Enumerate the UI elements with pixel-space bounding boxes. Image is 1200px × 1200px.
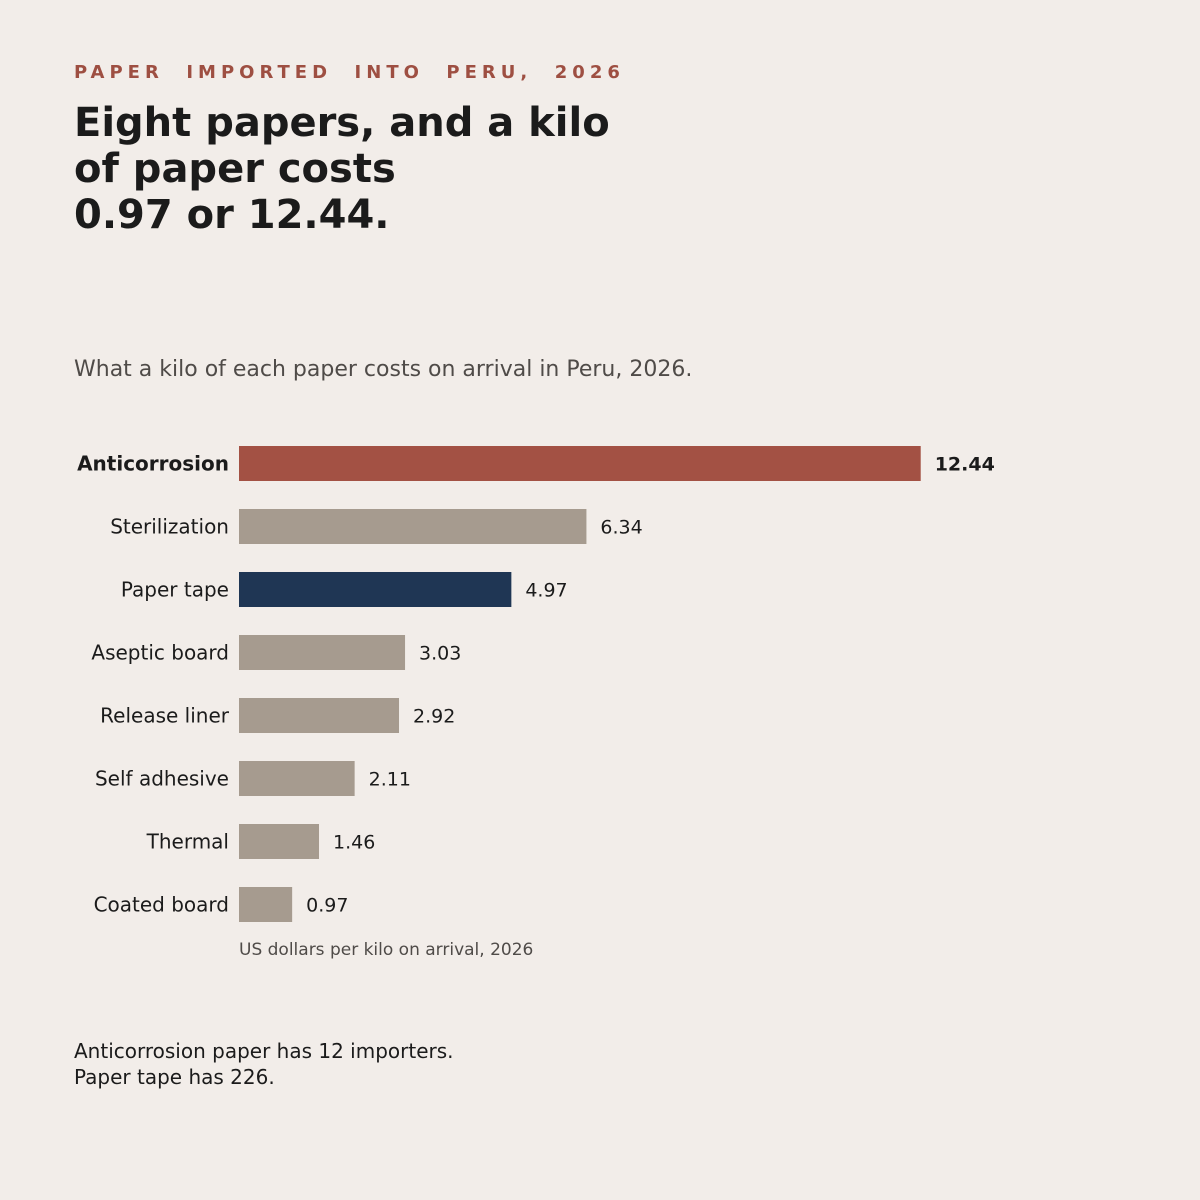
value-label: 0.97	[306, 895, 348, 917]
bar	[239, 572, 512, 607]
value-label: 2.92	[413, 706, 455, 728]
bar	[239, 887, 293, 922]
category-label: Self adhesive	[95, 767, 229, 791]
x-axis-label: US dollars per kilo on arrival, 2026	[239, 940, 533, 960]
footnote: Anticorrosion paper has 12 importers. Pa…	[74, 1038, 454, 1090]
value-label: 3.03	[419, 643, 461, 665]
category-label: Release liner	[100, 704, 230, 728]
value-label: 4.97	[525, 580, 567, 602]
category-label: Paper tape	[121, 578, 229, 602]
footnote-line-2: Paper tape has 226.	[74, 1065, 275, 1089]
chart-title: Eight papers, and a kilo of paper costs …	[74, 100, 610, 238]
value-label: 1.46	[333, 832, 375, 854]
chart-subtitle: What a kilo of each paper costs on arriv…	[74, 357, 693, 382]
bar	[239, 824, 320, 859]
value-label: 12.44	[935, 454, 995, 476]
value-label: 6.34	[600, 517, 642, 539]
category-label: Coated board	[94, 893, 229, 917]
category-label: Anticorrosion	[77, 452, 229, 476]
bar	[239, 698, 400, 733]
bar	[239, 446, 921, 481]
bar	[239, 635, 406, 670]
kicker: PAPER IMPORTED INTO PERU, 2026	[74, 62, 625, 83]
value-label: 2.11	[369, 769, 411, 791]
category-label: Thermal	[146, 830, 229, 854]
bar-chart: Anticorrosion 12.44 Sterilization 6.34 Paper…	[77, 446, 995, 960]
bar	[239, 509, 587, 544]
category-label: Sterilization	[110, 515, 229, 539]
bar	[239, 761, 355, 796]
footnote-line-1: Anticorrosion paper has 12 importers.	[74, 1039, 454, 1063]
category-label: Aseptic board	[91, 641, 229, 665]
